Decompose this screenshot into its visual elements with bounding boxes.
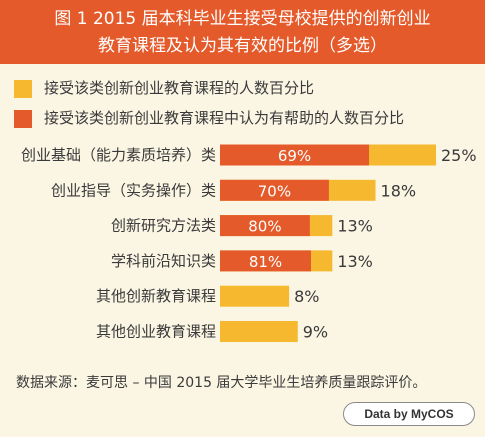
legend-label-helpful: 接受该类创新创业教育课程中认为有帮助的人数百分比: [44, 109, 405, 127]
chart-title-line-2: 教育课程及认为其有效的比例（多选）: [98, 36, 387, 56]
legend: 接受该类创新创业教育课程的人数百分比 接受该类创新创业教育课程中认为有帮助的人数…: [14, 77, 404, 137]
share-value-label: 8%: [294, 287, 319, 306]
category-label: 创业指导（实务操作）类: [51, 181, 216, 199]
share-value-label: 18%: [381, 181, 417, 200]
helpful-value-label: 80%: [248, 218, 281, 236]
share-bar: [220, 285, 290, 307]
data-by-mycos-badge: Data by MyCOS: [343, 402, 475, 426]
category-label: 创新研究方法类: [111, 217, 216, 235]
category-label: 其他创新教育课程: [96, 287, 216, 305]
legend-swatch-helpful: [14, 110, 32, 128]
share-value-label: 13%: [337, 217, 373, 236]
category-label: 创业基础（能力素质培养）类: [21, 146, 216, 164]
category-label: 其他创业教育课程: [96, 323, 216, 341]
legend-swatch-share: [14, 80, 32, 98]
legend-item-helpful: 接受该类创新创业教育课程中认为有帮助的人数百分比: [14, 107, 404, 137]
share-value-label: 9%: [303, 323, 328, 342]
helpful-bar: [220, 144, 370, 166]
legend-item-share: 接受该类创新创业教育课程的人数百分比: [14, 77, 404, 107]
helpful-bar: [220, 179, 329, 201]
chart-title-line-1: 图 1 2015 届本科毕业生接受母校提供的创新创业: [54, 9, 431, 29]
share-value-label: 25%: [441, 146, 477, 165]
helpful-bar: [220, 250, 311, 272]
bar-chart: 创业基础（能力素质培养）类 69% 25% 创业指导（实务操作）类 70% 18% 创新研究…: [21, 144, 477, 342]
helpful-value-label: 69%: [278, 147, 311, 165]
share-bar: [220, 321, 298, 342]
helpful-bar: [220, 215, 310, 237]
helpful-value-label: 70%: [258, 182, 291, 200]
category-label: 学科前沿知识类: [111, 252, 216, 270]
legend-label-share: 接受该类创新创业教育课程的人数百分比: [44, 79, 315, 97]
chart-title: 图 1 2015 届本科毕业生接受母校提供的创新创业 教育课程及认为其有效的比例…: [0, 0, 485, 64]
data-source-note: 数据来源：麦可思 – 中国 2015 届大学毕业生培养质量跟踪评价。: [16, 375, 427, 391]
helpful-value-label: 81%: [249, 253, 282, 271]
share-value-label: 13%: [337, 252, 373, 271]
